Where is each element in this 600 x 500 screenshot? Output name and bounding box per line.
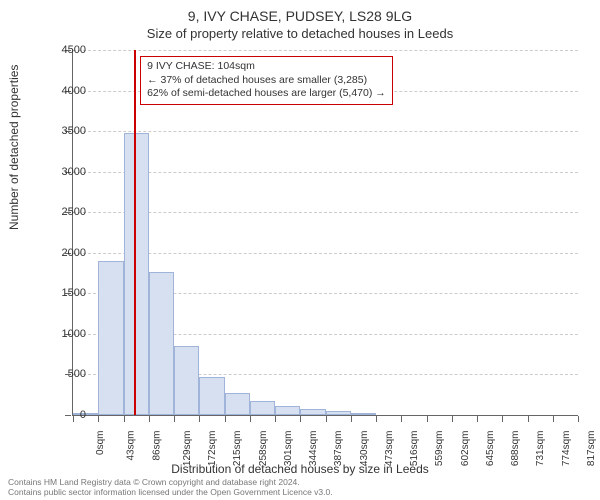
- x-tick-label: 0sqm: [95, 431, 106, 455]
- y-tick-label: 3500: [62, 125, 86, 137]
- histogram-bar: [275, 406, 300, 415]
- y-tick-label: 3000: [62, 166, 86, 178]
- x-tick-label: 516sqm: [409, 431, 420, 467]
- x-tick-label: 172sqm: [207, 431, 218, 467]
- x-tick: [326, 416, 327, 422]
- x-tick: [225, 416, 226, 422]
- x-tick: [502, 416, 503, 422]
- histogram-bar: [300, 409, 325, 415]
- x-tick: [174, 416, 175, 422]
- plot-area: 9 IVY CHASE: 104sqm← 37% of detached hou…: [72, 50, 578, 416]
- y-tick-label: 0: [80, 409, 86, 421]
- x-tick: [250, 416, 251, 422]
- x-tick-label: 344sqm: [308, 431, 319, 467]
- y-tick-label: 2000: [62, 247, 86, 259]
- x-tick-label: 688sqm: [510, 431, 521, 467]
- x-tick: [275, 416, 276, 422]
- x-tick: [401, 416, 402, 422]
- x-tick-label: 430sqm: [359, 431, 370, 467]
- x-tick-label: 215sqm: [232, 431, 243, 467]
- histogram-bar: [326, 411, 351, 415]
- x-tick-label: 301sqm: [283, 431, 294, 467]
- gridline: [73, 172, 578, 173]
- gridline: [73, 253, 578, 254]
- y-tick-label: 1500: [62, 287, 86, 299]
- x-tick: [199, 416, 200, 422]
- x-tick: [452, 416, 453, 422]
- x-tick-label: 602sqm: [460, 431, 471, 467]
- y-tick-label: 2500: [62, 206, 86, 218]
- y-tick: [65, 415, 71, 416]
- annotation-line: 62% of semi-detached houses are larger (…: [147, 87, 386, 101]
- x-tick: [98, 416, 99, 422]
- x-tick-label: 129sqm: [182, 431, 193, 467]
- x-tick: [528, 416, 529, 422]
- histogram-bar: [174, 346, 199, 415]
- x-tick-label: 86sqm: [151, 431, 162, 461]
- chart-container: 9, IVY CHASE, PUDSEY, LS28 9LG Size of p…: [0, 0, 600, 500]
- footer-line: Contains public sector information licen…: [8, 488, 333, 498]
- x-tick-label: 387sqm: [333, 431, 344, 467]
- x-tick: [477, 416, 478, 422]
- histogram-bar: [250, 401, 275, 415]
- gridline: [73, 50, 578, 51]
- x-tick: [376, 416, 377, 422]
- annotation-line: 9 IVY CHASE: 104sqm: [147, 60, 386, 74]
- x-tick: [73, 416, 74, 422]
- annotation-line: ← 37% of detached houses are smaller (3,…: [147, 74, 386, 88]
- x-tick-label: 559sqm: [434, 431, 445, 467]
- histogram-bar: [351, 413, 376, 415]
- marker-line: [134, 50, 136, 415]
- x-tick: [351, 416, 352, 422]
- x-tick: [149, 416, 150, 422]
- x-tick: [124, 416, 125, 422]
- annotation-box: 9 IVY CHASE: 104sqm← 37% of detached hou…: [140, 56, 393, 105]
- x-tick-label: 258sqm: [258, 431, 269, 467]
- x-tick-label: 645sqm: [485, 431, 496, 467]
- histogram-bar: [98, 261, 123, 415]
- histogram-bar: [149, 272, 174, 415]
- y-tick-label: 4000: [62, 85, 86, 97]
- y-tick-label: 500: [68, 368, 86, 380]
- x-tick: [300, 416, 301, 422]
- histogram-bar: [199, 377, 224, 415]
- x-tick: [578, 416, 579, 422]
- footer-attribution: Contains HM Land Registry data © Crown c…: [8, 478, 333, 498]
- chart-title: 9, IVY CHASE, PUDSEY, LS28 9LG: [0, 8, 600, 24]
- histogram-bar: [124, 133, 149, 415]
- x-tick-label: 817sqm: [586, 431, 597, 467]
- gridline: [73, 212, 578, 213]
- y-tick-label: 4500: [62, 44, 86, 56]
- x-tick-label: 774sqm: [561, 431, 572, 467]
- chart-subtitle: Size of property relative to detached ho…: [0, 26, 600, 41]
- x-tick-label: 731sqm: [535, 431, 546, 467]
- x-tick: [427, 416, 428, 422]
- histogram-bar: [225, 393, 250, 415]
- gridline: [73, 131, 578, 132]
- x-tick-label: 43sqm: [126, 431, 137, 461]
- x-tick: [553, 416, 554, 422]
- x-tick-label: 473sqm: [384, 431, 395, 467]
- y-tick-label: 1000: [62, 328, 86, 340]
- y-axis-title: Number of detached properties: [7, 65, 21, 230]
